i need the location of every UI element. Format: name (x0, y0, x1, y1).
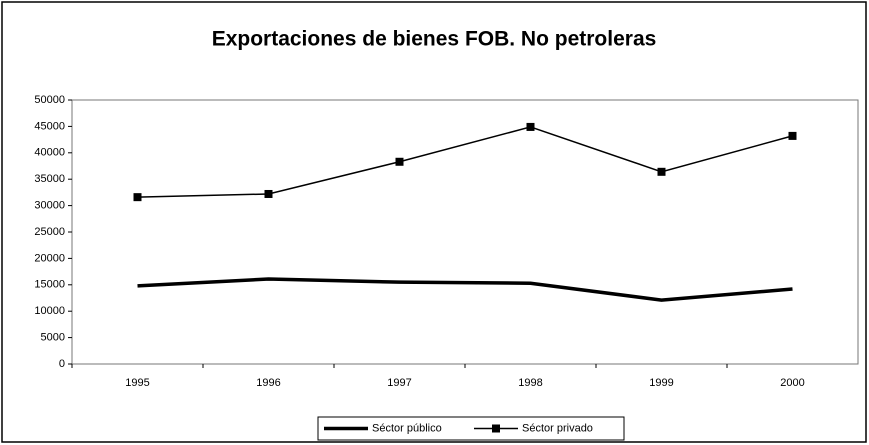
y-tick-label: 30000 (34, 200, 65, 212)
legend (317, 416, 625, 441)
point-marker (264, 189, 273, 198)
y-tick-label: 40000 (34, 147, 65, 159)
y-tick-label: 35000 (34, 173, 65, 185)
point-marker (395, 157, 404, 166)
point-marker (133, 193, 142, 202)
series-line (137, 126, 793, 198)
point-marker (657, 167, 666, 176)
y-tick-label: 20000 (34, 252, 65, 264)
y-tick-label: 5000 (41, 332, 65, 344)
legend-label: Séctor privado (522, 422, 593, 434)
point-marker (788, 131, 797, 140)
x-tick-label: 2000 (780, 377, 804, 389)
x-tick-label: 1995 (125, 377, 149, 389)
legend-marker (492, 424, 500, 433)
x-tick-label: 1996 (256, 377, 280, 389)
y-tick-label: 50000 (34, 94, 65, 106)
point-marker (526, 122, 535, 131)
x-tick-label: 1999 (649, 377, 673, 389)
series-line (137, 277, 793, 302)
x-tick-label: 1997 (387, 377, 411, 389)
y-tick-label: 0 (59, 358, 65, 370)
y-tick-label: 25000 (34, 226, 65, 238)
chart-title: Exportaciones de bienes FOB. No petroler… (212, 28, 657, 51)
legend-label: Séctor público (372, 422, 442, 434)
y-tick-label: 15000 (34, 279, 65, 291)
y-tick-label: 45000 (34, 120, 65, 132)
x-tick-label: 1998 (518, 377, 542, 389)
y-tick-label: 10000 (34, 305, 65, 317)
